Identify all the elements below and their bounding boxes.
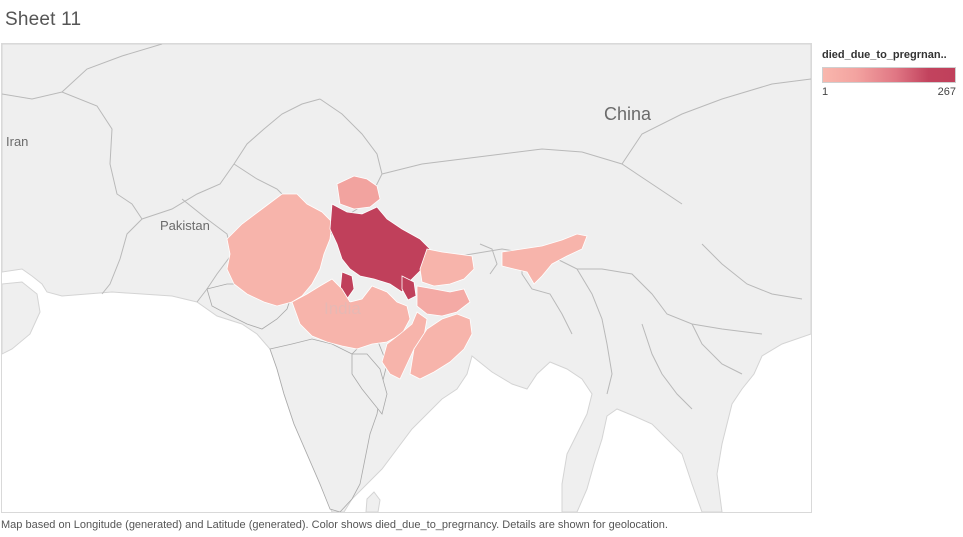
region-odisha[interactable] — [409, 313, 473, 380]
region-rajasthan[interactable] — [226, 193, 333, 307]
map-caption: Map based on Longitude (generated) and L… — [1, 519, 668, 531]
legend-scale: 1 267 — [822, 86, 956, 98]
label-india: India — [324, 299, 361, 318]
land-sri-lanka — [365, 491, 381, 512]
label-pakistan: Pakistan — [160, 218, 210, 233]
label-china: China — [604, 104, 652, 124]
legend-max: 267 — [937, 86, 956, 98]
choropleth-regions[interactable] — [226, 175, 588, 380]
sheet-title: Sheet 11 — [5, 9, 82, 30]
legend-title: died_due_to_pregrnan.. — [822, 49, 947, 61]
region-assam[interactable] — [501, 233, 588, 285]
region-bihar[interactable] — [419, 248, 475, 287]
map-canvas[interactable]: Iran Pakistan China India — [2, 44, 811, 512]
legend-min: 1 — [822, 86, 829, 98]
region-jharkhand[interactable] — [416, 285, 471, 317]
region-up-south[interactable] — [401, 275, 417, 301]
label-iran: Iran — [6, 134, 28, 149]
color-legend[interactable]: died_due_to_pregrnan.. 1 267 — [822, 49, 960, 98]
region-uttarakhand[interactable] — [336, 175, 381, 210]
land-arabia — [2, 281, 41, 355]
map-view[interactable]: Iran Pakistan China India — [1, 43, 812, 513]
region-madhya-pradesh[interactable] — [291, 278, 411, 350]
legend-color-ramp — [822, 67, 956, 83]
country-borders — [2, 44, 811, 410]
region-uttar-pradesh[interactable] — [329, 203, 431, 293]
